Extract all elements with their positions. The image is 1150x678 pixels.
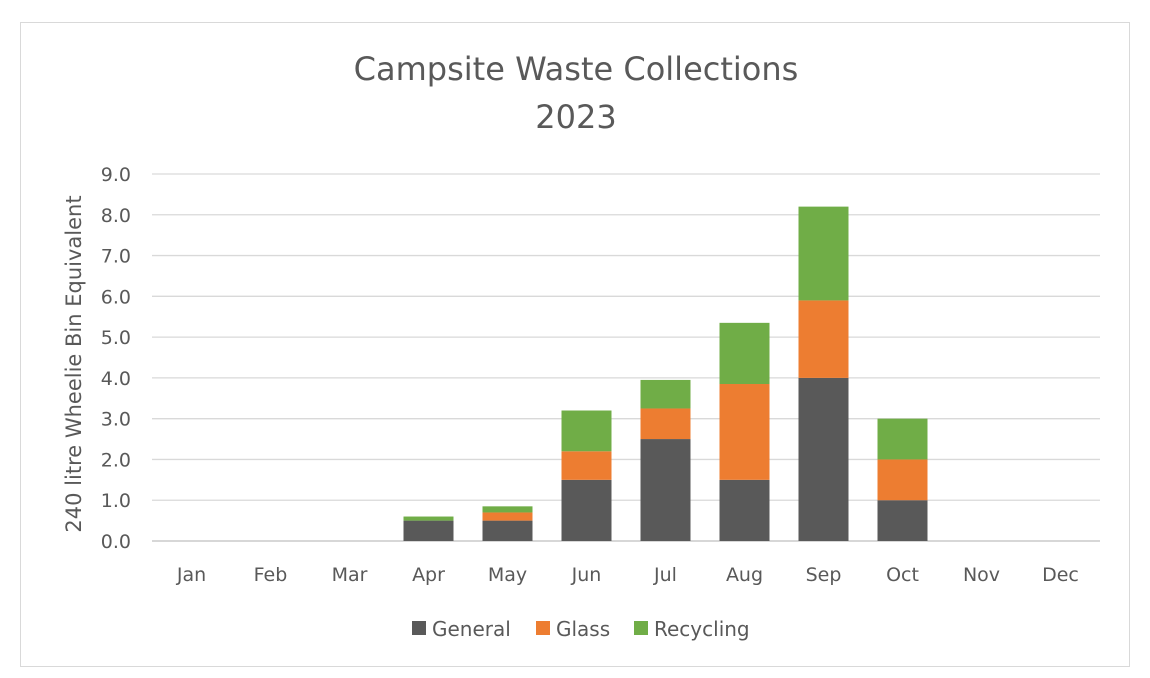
bar-general-may <box>482 520 533 541</box>
x-tick-label: Feb <box>254 564 288 586</box>
bar-glass-jul <box>640 408 691 440</box>
y-tick-label: 2.0 <box>101 449 131 471</box>
legend: General Glass Recycling <box>412 617 750 641</box>
bar-recycling-jun <box>561 410 612 452</box>
bar-general-apr <box>403 520 454 541</box>
y-axis-ticks: 0.0 1.0 2.0 3.0 4.0 5.0 6.0 7.0 8.0 9.0 <box>101 164 131 553</box>
bar-recycling-aug <box>719 322 770 385</box>
y-tick-label: 3.0 <box>101 409 131 431</box>
y-tick-label: 1.0 <box>101 490 131 512</box>
bar-glass-sep <box>798 300 849 378</box>
bar-general-jun <box>561 479 612 541</box>
bar-glass-oct <box>877 459 928 501</box>
bar-general-sep <box>798 377 849 541</box>
bar-recycling-apr <box>403 516 454 521</box>
chart-title-line-2: 2023 <box>535 98 616 136</box>
bar-general-aug <box>719 479 770 541</box>
chart-title-line-1: Campsite Waste Collections <box>354 50 799 88</box>
x-tick-label: Jul <box>653 564 677 586</box>
chart-title: Campsite Waste Collections 2023 <box>354 50 799 136</box>
legend-swatch <box>412 621 426 635</box>
bar-general-oct <box>877 500 928 541</box>
y-tick-label: 7.0 <box>101 246 131 268</box>
bars <box>403 206 928 541</box>
bar-recycling-jul <box>640 379 691 409</box>
chart-frame <box>20 22 1130 667</box>
x-tick-label: Apr <box>412 564 445 586</box>
x-axis-ticks: Jan Feb Mar Apr May Jun Jul Aug Sep Oct Nov Dec <box>176 564 1079 586</box>
bar-recycling-sep <box>798 206 849 301</box>
legend-label: General <box>432 617 511 641</box>
y-tick-label: 6.0 <box>101 286 131 308</box>
y-tick-label: 8.0 <box>101 205 131 227</box>
y-tick-label: 0.0 <box>101 531 131 553</box>
y-tick-label: 5.0 <box>101 327 131 349</box>
y-tick-label: 4.0 <box>101 368 131 390</box>
x-tick-label: Dec <box>1042 564 1079 586</box>
x-tick-label: May <box>488 564 527 586</box>
x-tick-label: Jan <box>176 564 206 586</box>
legend-swatch <box>634 621 648 635</box>
bar-glass-may <box>482 512 533 521</box>
y-tick-label: 9.0 <box>101 164 131 186</box>
x-tick-label: Jun <box>571 564 602 586</box>
bar-general-jul <box>640 439 691 541</box>
x-tick-label: Mar <box>332 564 368 586</box>
x-tick-label: Nov <box>963 564 1000 586</box>
x-tick-label: Oct <box>886 564 919 586</box>
legend-label: Glass <box>556 617 610 641</box>
bar-glass-aug <box>719 384 770 480</box>
legend-label: Recycling <box>654 617 750 641</box>
bar-glass-jun <box>561 451 612 480</box>
x-tick-label: Aug <box>726 564 763 586</box>
y-axis-title: 240 litre Wheelie Bin Equivalent <box>62 195 86 532</box>
gridlines <box>152 173 1100 542</box>
legend-swatch <box>536 621 550 635</box>
bar-recycling-oct <box>877 418 928 460</box>
x-tick-label: Sep <box>806 564 842 586</box>
bar-recycling-may <box>482 506 533 513</box>
